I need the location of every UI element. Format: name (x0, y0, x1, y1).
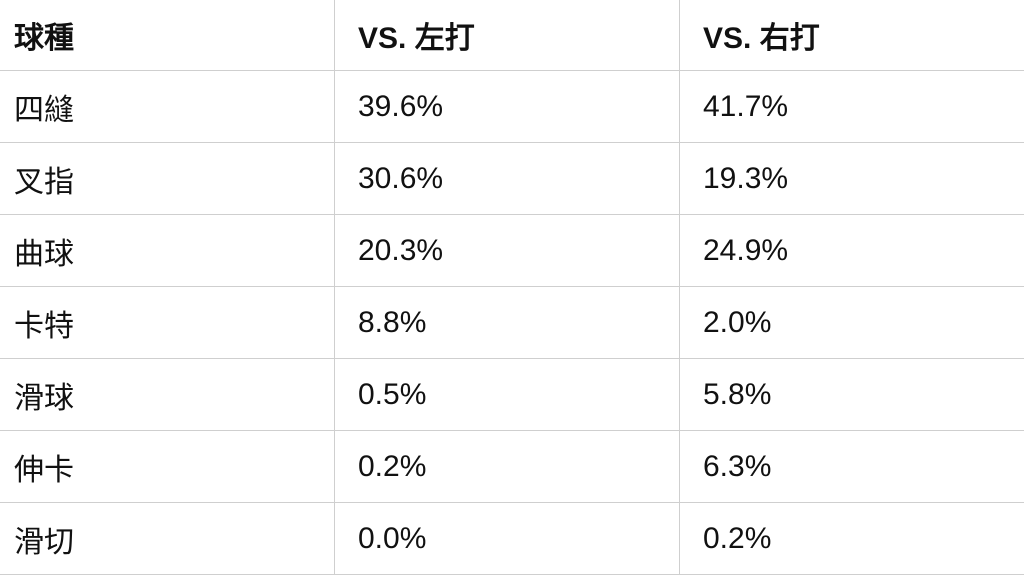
pitch-usage: 2.0% (679, 286, 1024, 359)
pitch-name: 叉指 (0, 142, 335, 215)
pitch-name: 四縫 (0, 70, 335, 143)
pitch-usage: 24.9% (679, 214, 1024, 287)
pitch-usage: 0.2% (334, 430, 680, 503)
pitch-usage: 0.2% (679, 502, 1024, 575)
pitch-usage: 6.3% (679, 430, 1024, 503)
pitch-name: 滑球 (0, 358, 335, 431)
pitch-name: 卡特 (0, 286, 335, 359)
pitch-usage: 0.0% (334, 502, 680, 575)
pitch-usage: 5.8% (679, 358, 1024, 431)
pitch-name: 曲球 (0, 214, 335, 287)
table-row: 滑球 0.5% 5.8% (0, 358, 1024, 431)
pitch-usage: 8.8% (334, 286, 680, 359)
pitch-usage: 41.7% (679, 70, 1024, 143)
header-cell: VS. 右打 (679, 0, 1024, 71)
table-row: 曲球 20.3% 24.9% (0, 214, 1024, 287)
pitch-usage: 39.6% (334, 70, 680, 143)
pitch-usage: 19.3% (679, 142, 1024, 215)
table-row: 叉指 30.6% 19.3% (0, 142, 1024, 215)
pitch-usage: 30.6% (334, 142, 680, 215)
table-row: 伸卡 0.2% 6.3% (0, 430, 1024, 503)
header-cell: VS. 左打 (334, 0, 680, 71)
header-cell: 球種 (0, 0, 335, 71)
pitch-name: 伸卡 (0, 430, 335, 503)
header-row: 球種 VS. 左打 VS. 右打 (0, 0, 1024, 71)
pitch-name: 滑切 (0, 502, 335, 575)
pitch-usage: 0.5% (334, 358, 680, 431)
table-body: 四縫 39.6% 41.7% 叉指 30.6% 19.3% 曲球 20.3% 24.9% 卡特 8.… (0, 70, 1024, 575)
table-row: 四縫 39.6% 41.7% (0, 70, 1024, 143)
table-row: 卡特 8.8% 2.0% (0, 286, 1024, 359)
table-row: 滑切 0.0% 0.2% (0, 502, 1024, 575)
pitch-usage: 20.3% (334, 214, 680, 287)
